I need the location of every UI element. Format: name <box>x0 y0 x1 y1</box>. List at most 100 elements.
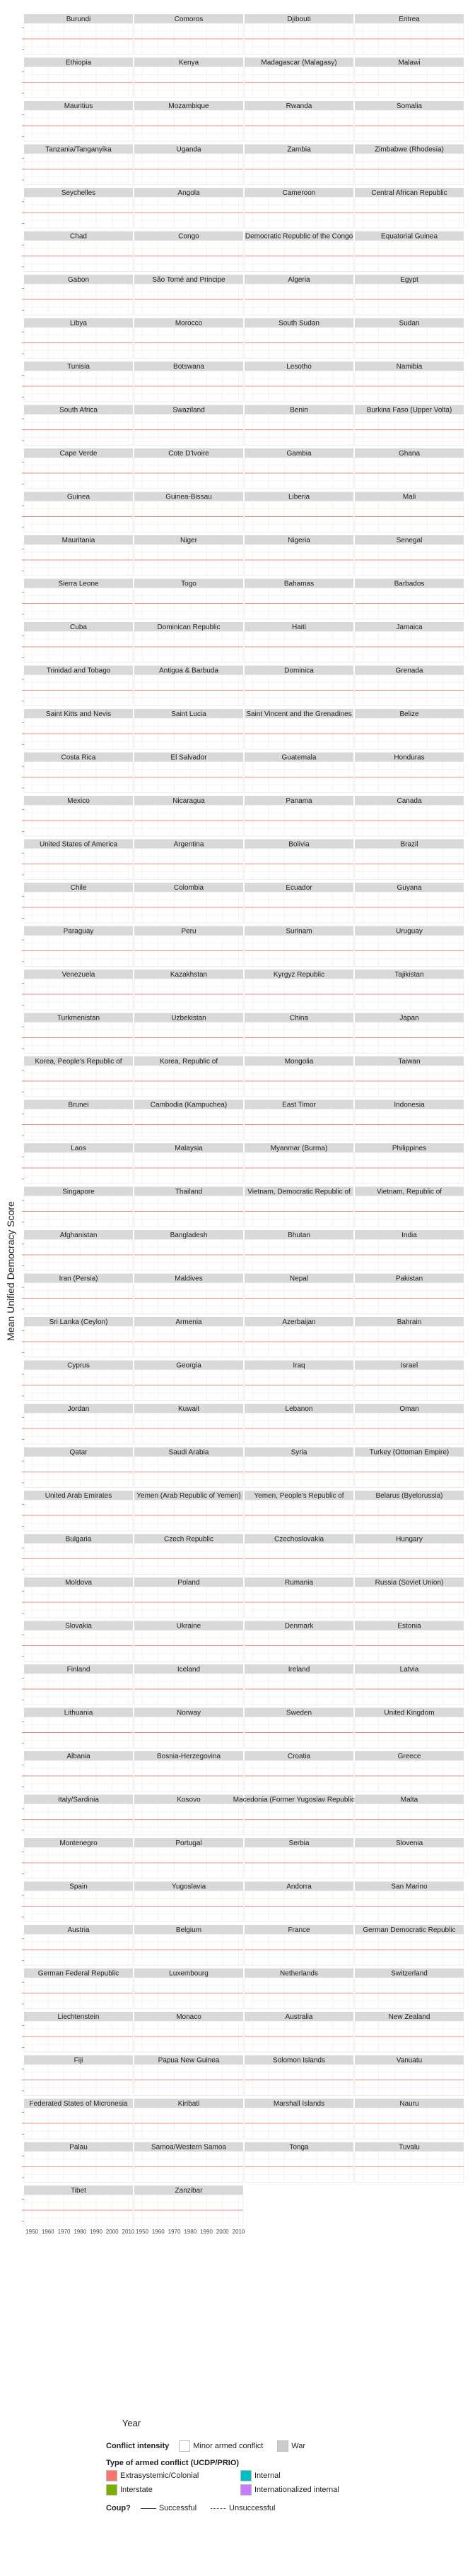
facet-strip <box>355 362 464 371</box>
facet-strip <box>134 1273 243 1283</box>
facet-label: Botswana <box>173 363 204 371</box>
facet-label: Syria <box>291 1449 307 1457</box>
facet-panel: Turkmenistan <box>22 1013 134 1054</box>
facet-label: Ghana <box>399 450 420 458</box>
facet-panel: Cambodia (Kampuchea) <box>134 1099 244 1140</box>
facet-strip <box>134 491 243 501</box>
facet-panel: Uruguay <box>354 926 464 967</box>
facet-panel: Canada <box>354 796 464 837</box>
facet-label: Peru <box>181 928 196 936</box>
facet-label: Malaysia <box>175 1145 203 1152</box>
facet-panel: Malta <box>354 1794 464 1835</box>
facet-strip <box>355 1621 464 1630</box>
facet-panel: Belgium <box>134 1925 244 1966</box>
facet-panel: Taiwan <box>354 1056 464 1097</box>
facet-strip <box>24 709 133 718</box>
facet-panel: Kazakhstan <box>134 970 244 1010</box>
facet-strip <box>134 883 243 892</box>
facet-strip <box>245 448 353 458</box>
facet-strip <box>24 101 133 110</box>
facet-strip <box>245 926 353 936</box>
facet-panel: Ukraine <box>134 1621 244 1662</box>
facet-panel: Comoros <box>134 14 244 55</box>
facet-strip <box>134 665 243 675</box>
facet-panel: Belize <box>354 709 464 750</box>
facet-strip <box>245 1881 353 1891</box>
facet-strip <box>24 622 133 631</box>
facet-label: United Arab Emirates <box>45 1492 112 1500</box>
facet-strip <box>245 1056 353 1066</box>
facet-panel: Zimbabwe (Rhodesia) <box>354 144 464 185</box>
facet-panel: Marshall Islands <box>244 2099 354 2140</box>
x-tick-label: 1990 <box>200 2229 213 2235</box>
facet-panel: Israel <box>354 1360 464 1401</box>
facet-panel: Mauritius <box>22 101 134 142</box>
facet-label: Chad <box>70 233 87 241</box>
facet-label: Malta <box>401 1796 418 1804</box>
facet-label: Cote D'Ivoire <box>168 450 209 458</box>
facet-panel: Mozambique <box>134 101 244 142</box>
facet-panel: Brunei <box>22 1099 134 1140</box>
x-tick-label: 1950 <box>25 2229 38 2235</box>
facet-label: Senegal <box>397 537 423 544</box>
facet-strip <box>355 1404 464 1413</box>
facet-panel: Korea, Republic of <box>134 1056 244 1097</box>
facet-panel: Belarus (Byelorussia) <box>354 1491 464 1532</box>
facet-label: United States of America <box>40 841 117 849</box>
facet-label: Eritrea <box>399 16 420 23</box>
facet-panel: Myanmar (Burma) <box>244 1143 354 1184</box>
facet-label: Nepal <box>290 1275 308 1283</box>
facet-panel: Bosnia-Herzegovina <box>134 1751 244 1792</box>
facet-strip <box>245 188 353 197</box>
facet-label: Laos <box>71 1145 86 1152</box>
facet-label: Antigua & Barbuda <box>159 667 218 675</box>
facet-strip <box>134 318 243 328</box>
facet-strip <box>134 448 243 458</box>
facet-panel: Qatar <box>22 1447 134 1488</box>
facet-panel: Azerbaijan <box>244 1317 354 1358</box>
facet-panel: Malaysia <box>134 1143 244 1184</box>
facet-label: Iran (Persia) <box>59 1275 98 1283</box>
facet-strip <box>245 1230 353 1239</box>
facet-panel: Hungary <box>354 1534 464 1575</box>
facet-strip <box>24 970 133 979</box>
facet-panel: Maldives <box>134 1273 244 1314</box>
facet-label: Nauru <box>399 2100 418 2108</box>
facet-strip <box>355 2099 464 2108</box>
facet-strip <box>134 535 243 544</box>
legend-item-successful: Successful <box>140 2504 197 2512</box>
facet-strip <box>355 1230 464 1239</box>
facet-label: Guinea <box>67 494 90 501</box>
facet-strip <box>24 535 133 544</box>
facet-label: Belize <box>399 710 419 718</box>
x-tick-label: 2000 <box>106 2229 119 2235</box>
facet-panel: Democratic Republic of the Congo <box>244 231 354 272</box>
facet-label: Greece <box>398 1753 421 1760</box>
facet-strip <box>24 1621 133 1630</box>
x-tick-label: 1970 <box>58 2229 71 2235</box>
facet-panel: Chad <box>22 231 134 272</box>
facet-strip <box>24 1881 133 1891</box>
facet-panel: Nicaragua <box>134 796 244 837</box>
facet-strip <box>134 1751 243 1760</box>
facet-strip <box>134 2186 243 2195</box>
facet-panel: Lithuania <box>22 1707 134 1748</box>
facet-panel: Yemen (Arab Republic of Yemen) <box>134 1491 244 1532</box>
facet-label: China <box>290 1015 309 1022</box>
facet-panel: Burundi <box>22 14 134 55</box>
facet-label: Tonga <box>289 2144 309 2152</box>
facet-strip <box>134 1621 243 1630</box>
facet-label: Serbia <box>289 1839 310 1847</box>
legend-item-minor: Minor armed conflict <box>179 2440 263 2452</box>
facet-strip <box>245 1099 353 1109</box>
facet-panel: Monaco <box>134 2012 244 2053</box>
facet-strip <box>245 883 353 892</box>
facet-strip <box>355 231 464 241</box>
facet-label: Comoros <box>175 16 204 23</box>
facet-label: Cape Verde <box>60 450 98 458</box>
facet-strip <box>24 1273 133 1283</box>
facet-label: Namibia <box>397 363 423 371</box>
facet-label: Saudi Arabia <box>169 1449 209 1457</box>
facet-label: Kazakhstan <box>170 971 207 979</box>
facet-strip <box>245 535 353 544</box>
